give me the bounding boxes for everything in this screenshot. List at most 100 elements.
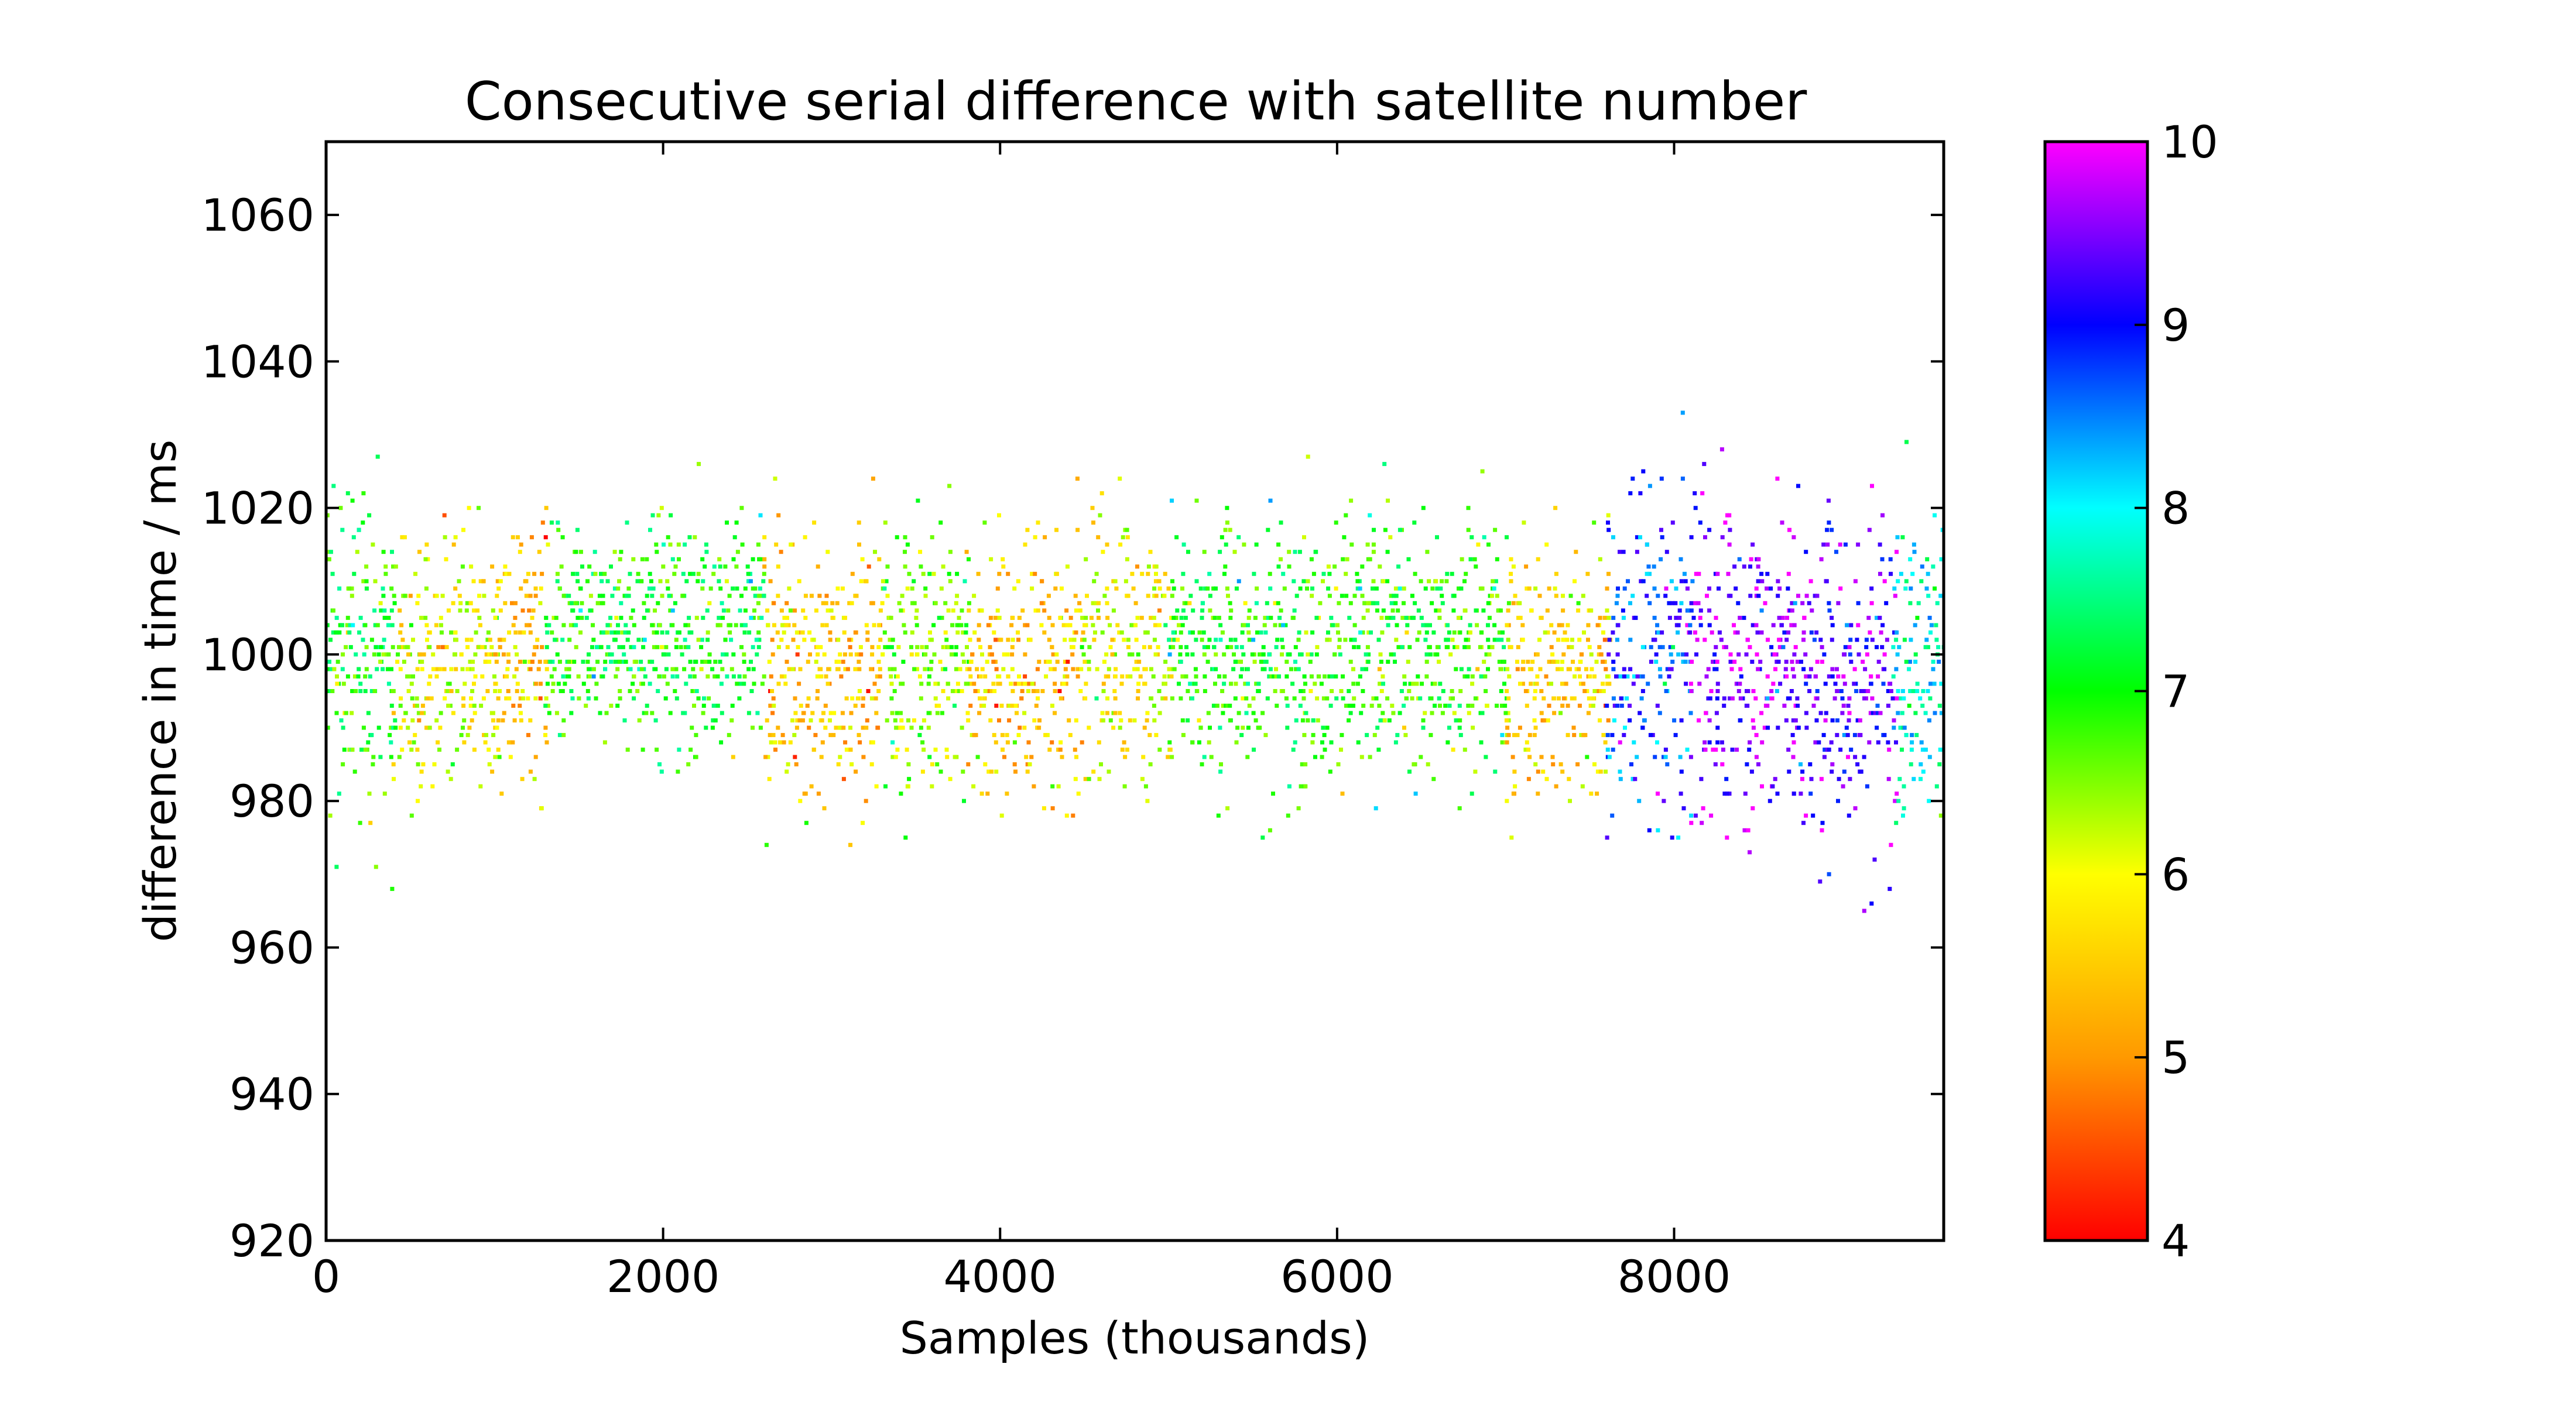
scatter-point bbox=[1696, 601, 1701, 605]
scatter-point bbox=[650, 594, 655, 598]
scatter-point bbox=[1437, 696, 1441, 701]
scatter-point bbox=[1751, 542, 1755, 547]
scatter-point bbox=[1025, 762, 1030, 767]
scatter-point bbox=[1437, 659, 1441, 664]
scatter-point bbox=[1040, 579, 1044, 584]
scatter-point bbox=[458, 608, 463, 613]
scatter-point bbox=[783, 681, 788, 686]
scatter-point bbox=[446, 689, 450, 693]
scatter-point bbox=[816, 689, 820, 693]
scatter-point bbox=[1119, 630, 1124, 635]
scatter-point bbox=[648, 681, 652, 686]
scatter-point bbox=[1933, 513, 1937, 518]
scatter-point bbox=[967, 608, 971, 613]
scatter-point bbox=[381, 652, 386, 657]
scatter-point bbox=[1749, 769, 1754, 774]
scatter-point bbox=[1698, 615, 1703, 620]
scatter-point bbox=[1467, 711, 1471, 715]
scatter-point bbox=[591, 623, 595, 628]
scatter-point bbox=[383, 571, 388, 576]
scatter-point bbox=[507, 571, 512, 576]
scatter-point bbox=[1522, 520, 1526, 525]
scatter-point bbox=[569, 689, 574, 693]
scatter-point bbox=[1515, 667, 1520, 671]
scatter-point bbox=[1495, 557, 1499, 561]
scatter-point bbox=[1007, 718, 1012, 723]
scatter-point bbox=[1601, 659, 1605, 664]
scatter-point bbox=[1010, 638, 1015, 642]
scatter-point bbox=[971, 784, 976, 789]
scatter-point bbox=[1097, 740, 1101, 745]
scatter-point bbox=[720, 601, 724, 605]
scatter-point bbox=[1654, 652, 1659, 657]
scatter-point bbox=[1846, 704, 1851, 708]
scatter-point bbox=[1568, 799, 1572, 803]
scatter-point bbox=[1374, 586, 1379, 591]
scatter-point bbox=[547, 711, 551, 715]
scatter-point bbox=[756, 601, 761, 605]
scatter-point bbox=[933, 681, 938, 686]
scatter-point bbox=[700, 659, 705, 664]
scatter-point bbox=[1908, 601, 1913, 605]
scatter-point bbox=[648, 659, 652, 664]
scatter-point bbox=[1473, 769, 1478, 774]
scatter-point bbox=[506, 689, 511, 693]
scatter-point bbox=[729, 667, 734, 671]
scatter-point bbox=[1935, 601, 1940, 605]
scatter-point bbox=[1895, 630, 1899, 635]
scatter-point bbox=[1728, 527, 1732, 532]
scatter-point bbox=[1343, 638, 1348, 642]
scatter-point bbox=[373, 623, 378, 628]
scatter-point bbox=[1864, 638, 1869, 642]
scatter-point bbox=[1847, 718, 1851, 723]
scatter-point bbox=[1694, 571, 1698, 576]
scatter-point bbox=[427, 630, 431, 635]
y-tick-label: 1060 bbox=[201, 189, 314, 241]
scatter-point bbox=[331, 630, 335, 635]
scatter-point bbox=[838, 725, 842, 730]
scatter-point bbox=[1268, 571, 1272, 576]
scatter-point bbox=[1234, 681, 1238, 686]
scatter-point bbox=[372, 689, 377, 693]
scatter-point bbox=[1775, 477, 1780, 481]
scatter-point bbox=[717, 615, 721, 620]
scatter-point bbox=[1420, 681, 1424, 686]
scatter-point bbox=[1006, 674, 1010, 678]
scatter-point bbox=[1140, 571, 1145, 576]
scatter-point bbox=[703, 564, 707, 569]
scatter-point bbox=[642, 638, 647, 642]
scatter-point bbox=[1679, 769, 1684, 774]
scatter-point bbox=[694, 659, 698, 664]
scatter-point bbox=[1560, 659, 1564, 664]
scatter-point bbox=[1405, 630, 1409, 635]
scatter-point bbox=[1573, 579, 1577, 584]
scatter-point bbox=[439, 615, 443, 620]
scatter-point bbox=[1674, 615, 1678, 620]
scatter-point bbox=[1554, 594, 1558, 598]
scatter-point bbox=[392, 777, 396, 782]
scatter-point bbox=[1563, 638, 1567, 642]
scatter-point bbox=[504, 696, 509, 701]
scatter-point bbox=[1334, 520, 1338, 525]
scatter-point bbox=[390, 550, 394, 554]
scatter-point bbox=[1678, 755, 1683, 759]
scatter-point bbox=[960, 652, 965, 657]
scatter-point bbox=[1280, 638, 1284, 642]
scatter-point bbox=[601, 674, 605, 678]
scatter-point bbox=[1891, 645, 1896, 649]
scatter-point bbox=[717, 579, 721, 584]
scatter-point bbox=[1503, 711, 1508, 715]
plot-frame bbox=[324, 140, 1945, 1242]
scatter-point bbox=[747, 630, 752, 635]
scatter-point bbox=[1838, 586, 1843, 591]
scatter-point bbox=[1301, 689, 1306, 693]
scatter-point bbox=[983, 674, 988, 678]
scatter-point bbox=[1876, 740, 1880, 745]
scatter-point bbox=[1009, 681, 1013, 686]
scatter-point bbox=[632, 696, 636, 701]
scatter-point bbox=[643, 674, 648, 678]
scatter-point bbox=[1549, 623, 1554, 628]
scatter-point bbox=[1695, 638, 1700, 642]
scatter-point bbox=[873, 696, 878, 701]
scatter-point bbox=[515, 652, 519, 657]
